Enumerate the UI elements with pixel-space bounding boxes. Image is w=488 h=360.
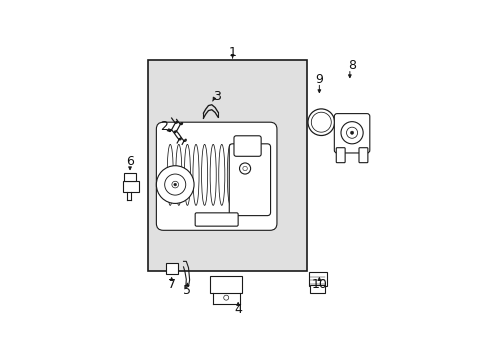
Ellipse shape	[227, 144, 233, 205]
Ellipse shape	[184, 144, 190, 205]
Bar	[166, 263, 178, 274]
Bar	[124, 174, 136, 181]
Ellipse shape	[175, 144, 182, 205]
Ellipse shape	[218, 144, 224, 205]
FancyBboxPatch shape	[229, 144, 270, 216]
Circle shape	[311, 112, 330, 132]
FancyBboxPatch shape	[358, 148, 367, 163]
Bar	[122, 181, 138, 192]
Circle shape	[346, 127, 357, 138]
Text: 5: 5	[183, 284, 191, 297]
Bar	[148, 60, 307, 270]
Ellipse shape	[193, 144, 199, 205]
Circle shape	[164, 174, 185, 195]
Text: 8: 8	[348, 59, 356, 72]
Text: 3: 3	[212, 90, 220, 103]
FancyBboxPatch shape	[336, 148, 345, 163]
Circle shape	[156, 166, 194, 203]
Circle shape	[243, 166, 247, 171]
Circle shape	[307, 109, 334, 135]
Text: 10: 10	[311, 278, 326, 291]
Circle shape	[224, 295, 228, 300]
Bar	[310, 285, 325, 293]
FancyBboxPatch shape	[334, 114, 369, 153]
Text: 7: 7	[167, 278, 175, 291]
Text: 9: 9	[315, 73, 323, 86]
Ellipse shape	[201, 144, 207, 205]
Circle shape	[173, 183, 176, 186]
Ellipse shape	[167, 144, 173, 205]
Circle shape	[239, 163, 250, 174]
Circle shape	[350, 131, 353, 134]
FancyBboxPatch shape	[233, 136, 261, 156]
Text: 6: 6	[126, 154, 134, 167]
Circle shape	[172, 181, 178, 188]
FancyBboxPatch shape	[156, 122, 276, 230]
Text: 4: 4	[234, 303, 242, 316]
Ellipse shape	[210, 144, 216, 205]
FancyBboxPatch shape	[195, 213, 238, 226]
Text: 1: 1	[228, 46, 236, 59]
Text: 2: 2	[160, 120, 168, 133]
Circle shape	[340, 122, 363, 144]
Bar	[309, 272, 326, 286]
Bar	[210, 276, 242, 293]
